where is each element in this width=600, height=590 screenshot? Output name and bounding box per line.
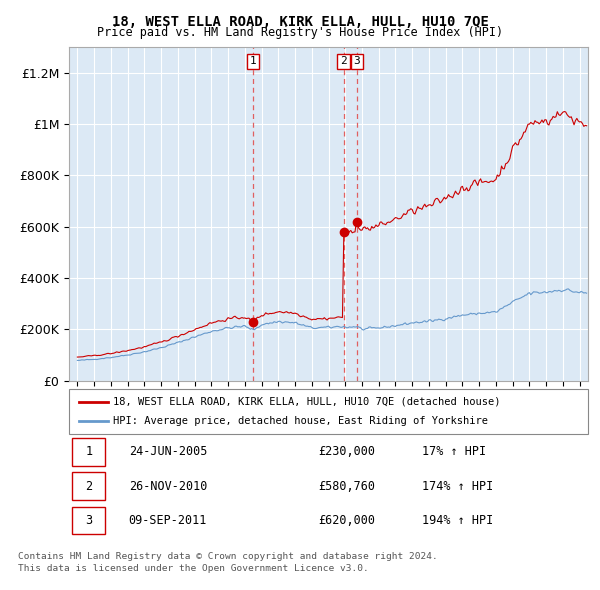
FancyBboxPatch shape bbox=[71, 438, 106, 466]
Text: 1: 1 bbox=[250, 56, 256, 66]
FancyBboxPatch shape bbox=[71, 507, 106, 534]
Text: 2: 2 bbox=[85, 480, 92, 493]
Text: 26-NOV-2010: 26-NOV-2010 bbox=[128, 480, 207, 493]
Text: HPI: Average price, detached house, East Riding of Yorkshire: HPI: Average price, detached house, East… bbox=[113, 417, 488, 426]
Text: £580,760: £580,760 bbox=[318, 480, 375, 493]
Text: Price paid vs. HM Land Registry's House Price Index (HPI): Price paid vs. HM Land Registry's House … bbox=[97, 26, 503, 39]
FancyBboxPatch shape bbox=[71, 473, 106, 500]
Text: £230,000: £230,000 bbox=[318, 445, 375, 458]
Text: Contains HM Land Registry data © Crown copyright and database right 2024.: Contains HM Land Registry data © Crown c… bbox=[18, 552, 438, 561]
Text: 17% ↑ HPI: 17% ↑ HPI bbox=[422, 445, 486, 458]
Text: £620,000: £620,000 bbox=[318, 514, 375, 527]
Text: 1: 1 bbox=[85, 445, 92, 458]
Text: 24-JUN-2005: 24-JUN-2005 bbox=[128, 445, 207, 458]
Text: 09-SEP-2011: 09-SEP-2011 bbox=[128, 514, 207, 527]
Text: 3: 3 bbox=[85, 514, 92, 527]
FancyBboxPatch shape bbox=[69, 389, 588, 434]
Text: This data is licensed under the Open Government Licence v3.0.: This data is licensed under the Open Gov… bbox=[18, 564, 369, 573]
Text: 2: 2 bbox=[340, 56, 347, 66]
Text: 18, WEST ELLA ROAD, KIRK ELLA, HULL, HU10 7QE: 18, WEST ELLA ROAD, KIRK ELLA, HULL, HU1… bbox=[112, 15, 488, 29]
Text: 3: 3 bbox=[353, 56, 360, 66]
Text: 174% ↑ HPI: 174% ↑ HPI bbox=[422, 480, 493, 493]
Text: 18, WEST ELLA ROAD, KIRK ELLA, HULL, HU10 7QE (detached house): 18, WEST ELLA ROAD, KIRK ELLA, HULL, HU1… bbox=[113, 397, 500, 407]
Text: 194% ↑ HPI: 194% ↑ HPI bbox=[422, 514, 493, 527]
